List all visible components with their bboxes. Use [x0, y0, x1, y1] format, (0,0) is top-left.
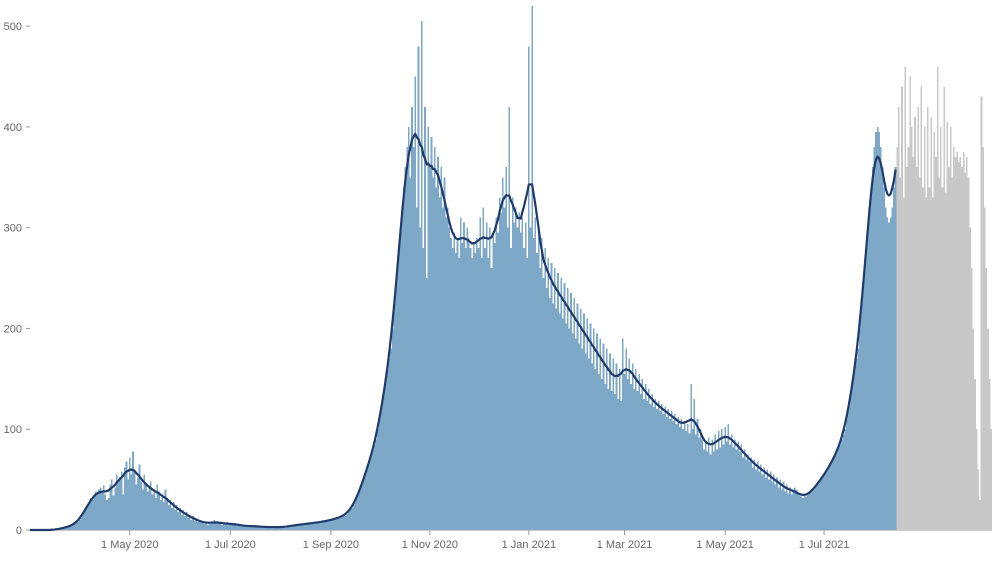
y-tick-label: 300	[4, 223, 22, 235]
x-tick-label: 1 Jul 2021	[799, 539, 850, 551]
x-tick-label: 1 May 2021	[696, 539, 753, 551]
bars-group	[56, 6, 992, 530]
chart-svg: 0 100 200 300 400 500 1 May 2020 1 Jul 2020 1 Se…	[0, 0, 998, 562]
y-tick-label: 200	[4, 323, 22, 335]
y-tick-label: 400	[4, 122, 22, 134]
y-tick-label: 0	[16, 525, 22, 537]
y-tick-label: 500	[4, 21, 22, 33]
x-tick-label: 1 Nov 2020	[402, 539, 458, 551]
x-tick-label: 1 Jan 2021	[502, 539, 556, 551]
x-tick-label: 1 Mar 2021	[597, 539, 653, 551]
x-tick-label: 1 May 2020	[101, 539, 158, 551]
x-tick-label: 1 Jul 2020	[205, 539, 256, 551]
y-tick-label: 100	[4, 424, 22, 436]
x-tick-label: 1 Sep 2020	[303, 539, 359, 551]
timeseries-chart: 0 100 200 300 400 500 1 May 2020 1 Jul 2020 1 Se…	[0, 0, 998, 562]
